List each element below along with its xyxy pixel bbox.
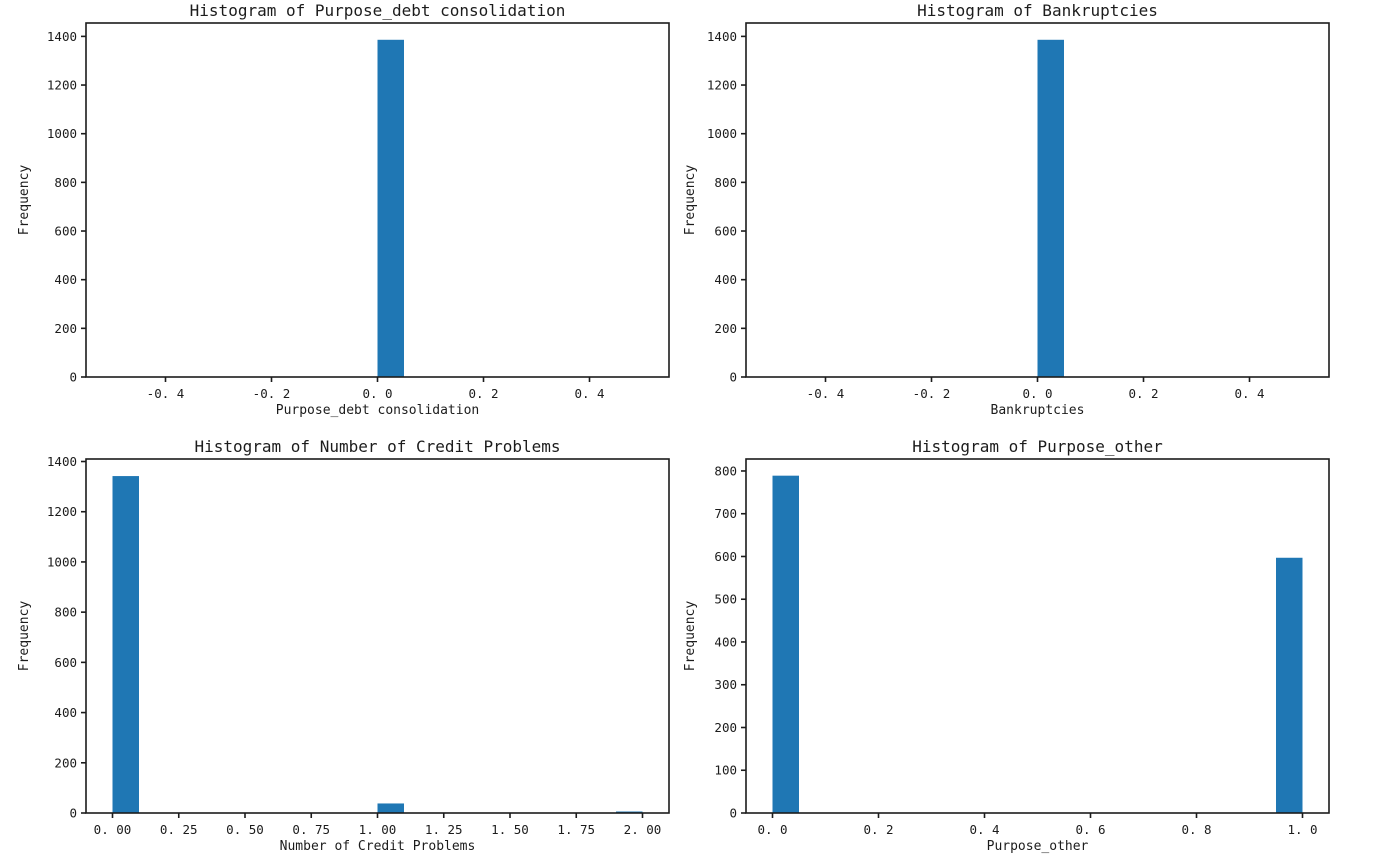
y-tick-label: 0 xyxy=(729,370,737,385)
x-tick-label: 0. 2 xyxy=(1128,386,1158,401)
y-tick-label: 600 xyxy=(54,655,77,670)
histogram-bar xyxy=(377,39,404,377)
x-tick-label: 1. 25 xyxy=(425,822,463,837)
y-axis-label: Frequency xyxy=(17,165,32,236)
y-tick-label: 800 xyxy=(714,175,737,190)
histogram-panel-4: 0. 0 0. 2 0. 4 0. 6 0. 8 1. 0 0 100 200 300 400 500… xyxy=(683,437,1330,854)
y-tick-label: 1000 xyxy=(47,554,77,569)
x-tick-label: -0. 4 xyxy=(147,386,185,401)
x-tick-label: 0. 2 xyxy=(468,386,498,401)
y-tick-label: 1000 xyxy=(47,126,77,141)
x-tick-label: 0. 75 xyxy=(292,822,330,837)
y-tick-label: 200 xyxy=(54,755,77,770)
y-tick-label: 800 xyxy=(714,463,737,478)
y-tick-label: 400 xyxy=(714,272,737,287)
histogram-bar xyxy=(377,803,404,813)
chart-title: Histogram of Bankruptcies xyxy=(917,1,1158,20)
x-tick-label: 2. 00 xyxy=(624,822,662,837)
y-tick-label: 600 xyxy=(714,224,737,239)
histogram-bar xyxy=(112,476,139,813)
y-tick-label: 400 xyxy=(54,272,77,287)
x-tick-label: 1. 75 xyxy=(557,822,595,837)
y-tick-label: 200 xyxy=(54,321,77,336)
y-tick-label: 800 xyxy=(54,175,77,190)
y-tick-label: 1200 xyxy=(707,78,737,93)
x-axis-label: Number of Credit Problems xyxy=(280,839,476,854)
y-tick-label: 400 xyxy=(54,705,77,720)
x-axis-label: Bankruptcies xyxy=(991,403,1085,418)
x-tick-label: 0. 0 xyxy=(1022,386,1052,401)
x-tick-label: 0. 25 xyxy=(160,822,198,837)
y-axis-label: Frequency xyxy=(683,601,698,672)
y-tick-label: 800 xyxy=(54,605,77,620)
x-axis-label: Purpose_other xyxy=(987,839,1089,854)
y-tick-label: 0 xyxy=(69,806,77,821)
y-axis-label: Frequency xyxy=(683,165,698,236)
y-tick-label: 300 xyxy=(714,677,737,692)
y-tick-label: 200 xyxy=(714,321,737,336)
histogram-bar xyxy=(1037,39,1064,377)
x-tick-label: 0. 0 xyxy=(757,822,787,837)
x-tick-label: 0. 8 xyxy=(1181,822,1211,837)
y-tick-label: 1400 xyxy=(47,29,77,44)
y-tick-label: 1200 xyxy=(47,504,77,519)
y-tick-label: 600 xyxy=(54,224,77,239)
x-tick-label: 0. 2 xyxy=(863,822,893,837)
y-tick-label: 1200 xyxy=(47,78,77,93)
x-tick-label: 0. 4 xyxy=(1234,386,1264,401)
x-tick-label: -0. 2 xyxy=(913,386,951,401)
x-tick-label: 0. 6 xyxy=(1075,822,1105,837)
y-tick-label: 500 xyxy=(714,592,737,607)
x-tick-label: 0. 50 xyxy=(226,822,264,837)
x-tick-label: -0. 4 xyxy=(807,386,845,401)
x-tick-label: 0. 4 xyxy=(574,386,604,401)
y-axis-label: Frequency xyxy=(17,601,32,672)
chart-title: Histogram of Purpose_debt consolidation xyxy=(190,1,566,20)
x-tick-label: 0. 00 xyxy=(94,822,132,837)
y-tick-label: 1400 xyxy=(707,29,737,44)
y-tick-label: 400 xyxy=(714,634,737,649)
y-tick-label: 1000 xyxy=(707,126,737,141)
y-tick-label: 0 xyxy=(729,806,737,821)
axes-spines xyxy=(745,458,1330,814)
x-tick-label: 1. 50 xyxy=(491,822,529,837)
y-tick-label: 100 xyxy=(714,763,737,778)
y-tick-label: 200 xyxy=(714,720,737,735)
x-tick-label: 0. 0 xyxy=(362,386,392,401)
histogram-panel-2: -0. 4 -0. 2 0. 0 0. 2 0. 4 0 200 400 600 800 1000 1… xyxy=(683,1,1330,418)
histogram-panel-3: 0. 00 0. 25 0. 50 0. 75 1. 00 1. 25 1. 50 1. 75… xyxy=(17,437,670,854)
chart-title: Histogram of Number of Credit Problems xyxy=(194,437,560,456)
x-tick-label: 1. 0 xyxy=(1287,822,1317,837)
x-tick-label: 1. 00 xyxy=(359,822,397,837)
histogram-bar xyxy=(1276,557,1303,813)
x-axis-label: Purpose_debt consolidation xyxy=(276,403,480,418)
y-tick-label: 600 xyxy=(714,549,737,564)
y-tick-label: 700 xyxy=(714,506,737,521)
axes-spines xyxy=(85,458,670,814)
x-tick-label: -0. 2 xyxy=(253,386,291,401)
x-tick-label: 0. 4 xyxy=(969,822,999,837)
histogram-bar xyxy=(772,475,799,813)
y-tick-label: 0 xyxy=(69,370,77,385)
chart-title: Histogram of Purpose_other xyxy=(912,437,1163,456)
histogram-panel-1: -0. 4 -0. 2 0. 0 0. 2 0. 4 0 200 400 600 800 1000 1… xyxy=(17,1,670,418)
y-tick-label: 1400 xyxy=(47,454,77,469)
